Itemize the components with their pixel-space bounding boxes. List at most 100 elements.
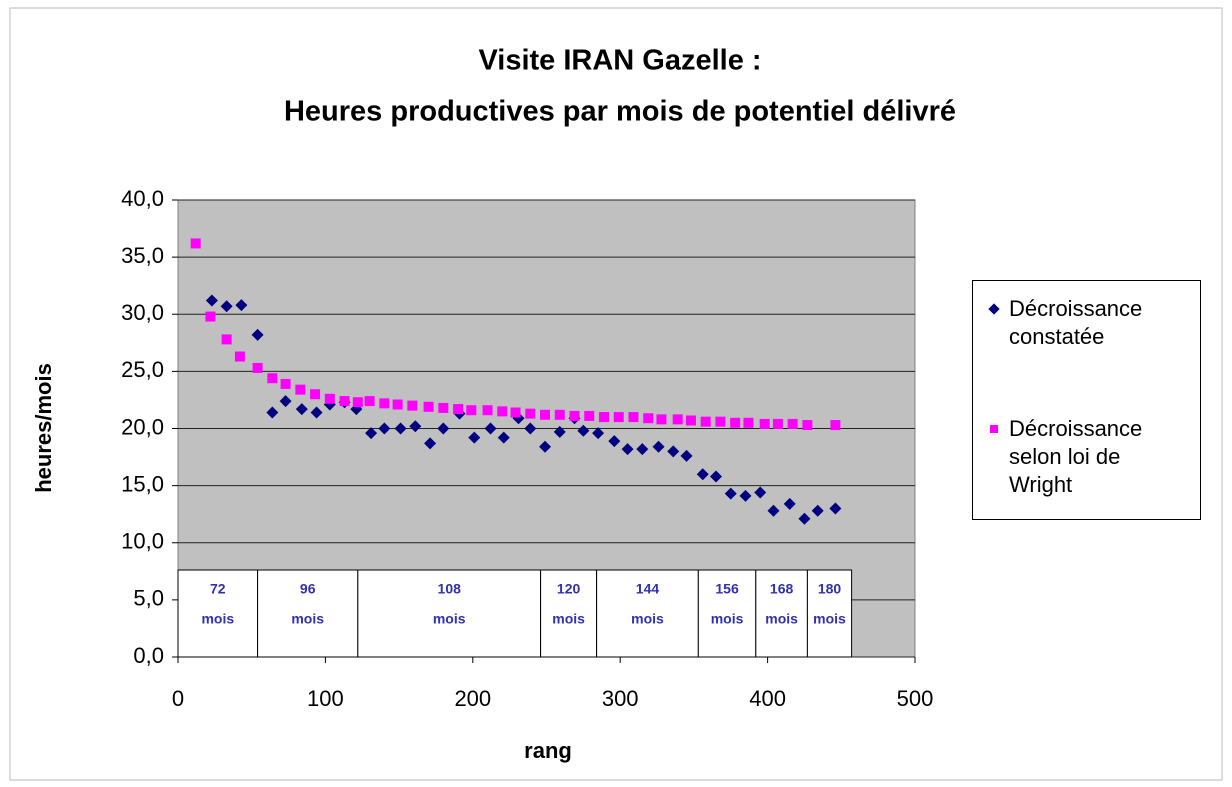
point [739, 489, 752, 502]
point [364, 396, 375, 407]
point [295, 384, 306, 395]
chart-subtitle: Heures productives par mois de potentiel… [284, 96, 956, 128]
legend-label: Décroissance constatée [1009, 296, 1143, 349]
y-tick-label: 15,0 [121, 471, 164, 496]
x-tick-label: 300 [602, 686, 639, 711]
legend-symbol [985, 415, 1009, 499]
segment-unit: mois [711, 611, 744, 627]
point [730, 417, 741, 428]
segment-label: 144 [636, 581, 660, 597]
y-tick-label: 25,0 [121, 357, 164, 382]
point [715, 416, 726, 427]
point [598, 412, 609, 423]
point [221, 334, 232, 345]
segment-label: 108 [438, 581, 462, 597]
point [453, 404, 464, 415]
point [407, 400, 418, 411]
segment-box [806, 569, 853, 658]
segment-unit: mois [552, 611, 585, 627]
legend: Décroissance constatée Décroissance selon… [972, 280, 1201, 520]
point [569, 410, 580, 421]
point [392, 399, 403, 410]
point [497, 431, 510, 444]
point [700, 416, 711, 427]
point [324, 393, 335, 404]
segment-label: 96 [300, 581, 316, 597]
x-axis-title: rang [524, 738, 572, 763]
point [234, 351, 245, 362]
segment-box [697, 569, 757, 658]
point [267, 373, 278, 384]
legend-item: Décroissance selon loi de Wright [985, 415, 1190, 499]
point [613, 412, 624, 423]
point [553, 425, 566, 438]
point [205, 294, 218, 307]
point [696, 468, 709, 481]
x-tick-label: 100 [307, 686, 344, 711]
point [295, 403, 308, 416]
point [379, 398, 390, 409]
y-tick-label: 40,0 [121, 186, 164, 211]
point [772, 418, 783, 429]
point [437, 422, 450, 435]
legend-label: Décroissance selon loi de Wright [1009, 416, 1143, 497]
segment-box [257, 569, 359, 658]
point [724, 487, 737, 500]
segment-unit: mois [813, 611, 846, 627]
y-tick-label: 20,0 [121, 414, 164, 439]
segment-label: 72 [210, 581, 226, 597]
y-axis-title: heures/mois [31, 363, 56, 493]
point [352, 397, 363, 408]
x-tick-label: 400 [749, 686, 786, 711]
point [830, 420, 841, 431]
y-tick-label: 30,0 [121, 300, 164, 325]
point [279, 395, 292, 408]
point [438, 402, 449, 413]
segment-label: 120 [557, 581, 581, 597]
point [190, 238, 201, 249]
point [220, 300, 233, 313]
point [767, 504, 780, 517]
point [554, 409, 565, 420]
x-tick-label: 500 [897, 686, 934, 711]
legend-marker [990, 425, 998, 433]
point [628, 412, 639, 423]
legend-item: Décroissance constatée [985, 295, 1190, 351]
point [466, 405, 477, 416]
point [339, 396, 350, 407]
point [310, 406, 323, 419]
point [787, 418, 798, 429]
point [409, 420, 422, 433]
point [365, 427, 378, 440]
point [783, 497, 796, 510]
x-tick-label: 200 [454, 686, 491, 711]
segment-unit: mois [433, 611, 466, 627]
point [667, 445, 680, 458]
y-tick-label: 5,0 [133, 586, 164, 611]
point [497, 406, 508, 417]
point [608, 435, 621, 448]
legend-symbol [985, 295, 1009, 351]
point [592, 427, 605, 440]
y-tick-label: 10,0 [121, 529, 164, 554]
point [378, 422, 391, 435]
y-tick-label: 0,0 [133, 643, 164, 668]
point [280, 378, 291, 389]
point [798, 512, 811, 525]
point [621, 443, 634, 456]
point [540, 409, 551, 420]
point [672, 414, 683, 425]
point [811, 504, 824, 517]
point [584, 410, 595, 421]
segment-box [357, 569, 542, 658]
segment-box [596, 569, 699, 658]
segment-unit: mois [631, 611, 664, 627]
point [266, 406, 279, 419]
point [643, 413, 654, 424]
segment-label: 180 [818, 581, 842, 597]
point [539, 440, 552, 453]
point [424, 437, 437, 450]
point [524, 422, 537, 435]
segment-label: 168 [770, 581, 794, 597]
